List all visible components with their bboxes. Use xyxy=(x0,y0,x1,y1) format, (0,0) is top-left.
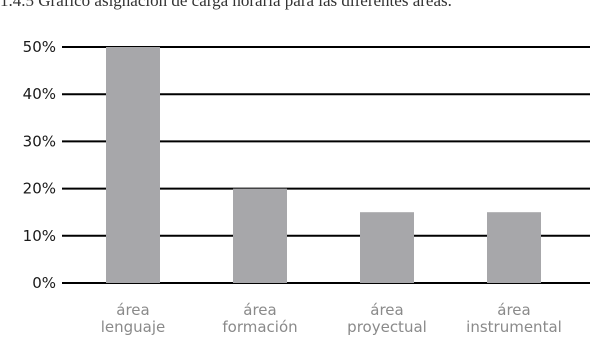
bar-área-instrumental xyxy=(487,212,541,283)
x-category-label: área xyxy=(116,301,149,319)
bar-área-proyectual xyxy=(360,212,414,283)
y-tick-label: 20% xyxy=(23,180,56,198)
bar-área-lenguaje xyxy=(106,47,160,283)
x-category-label: proyectual xyxy=(347,318,427,336)
y-tick-label: 50% xyxy=(23,38,56,56)
bars xyxy=(106,47,541,283)
y-tick-label: 0% xyxy=(32,274,56,292)
chart-title: 1.4.5 Gráfico asignación de carga horari… xyxy=(0,0,452,10)
x-category-label: lenguaje xyxy=(101,318,166,336)
x-category-label: área xyxy=(370,301,403,319)
y-tick-label: 10% xyxy=(23,227,56,245)
x-category-label: área xyxy=(243,301,276,319)
x-category-label: instrumental xyxy=(466,318,562,336)
bar-área-formación xyxy=(233,188,287,283)
x-category-label: formación xyxy=(222,318,297,336)
y-tick-label: 30% xyxy=(23,132,56,150)
y-tick-label: 40% xyxy=(23,85,56,103)
x-axis-category-labels: árealenguajeáreaformaciónáreaproyectualá… xyxy=(101,301,562,336)
y-axis-tick-labels: 0% 10% 20% 30% 40% 50% xyxy=(23,38,56,292)
x-category-label: área xyxy=(497,301,530,319)
